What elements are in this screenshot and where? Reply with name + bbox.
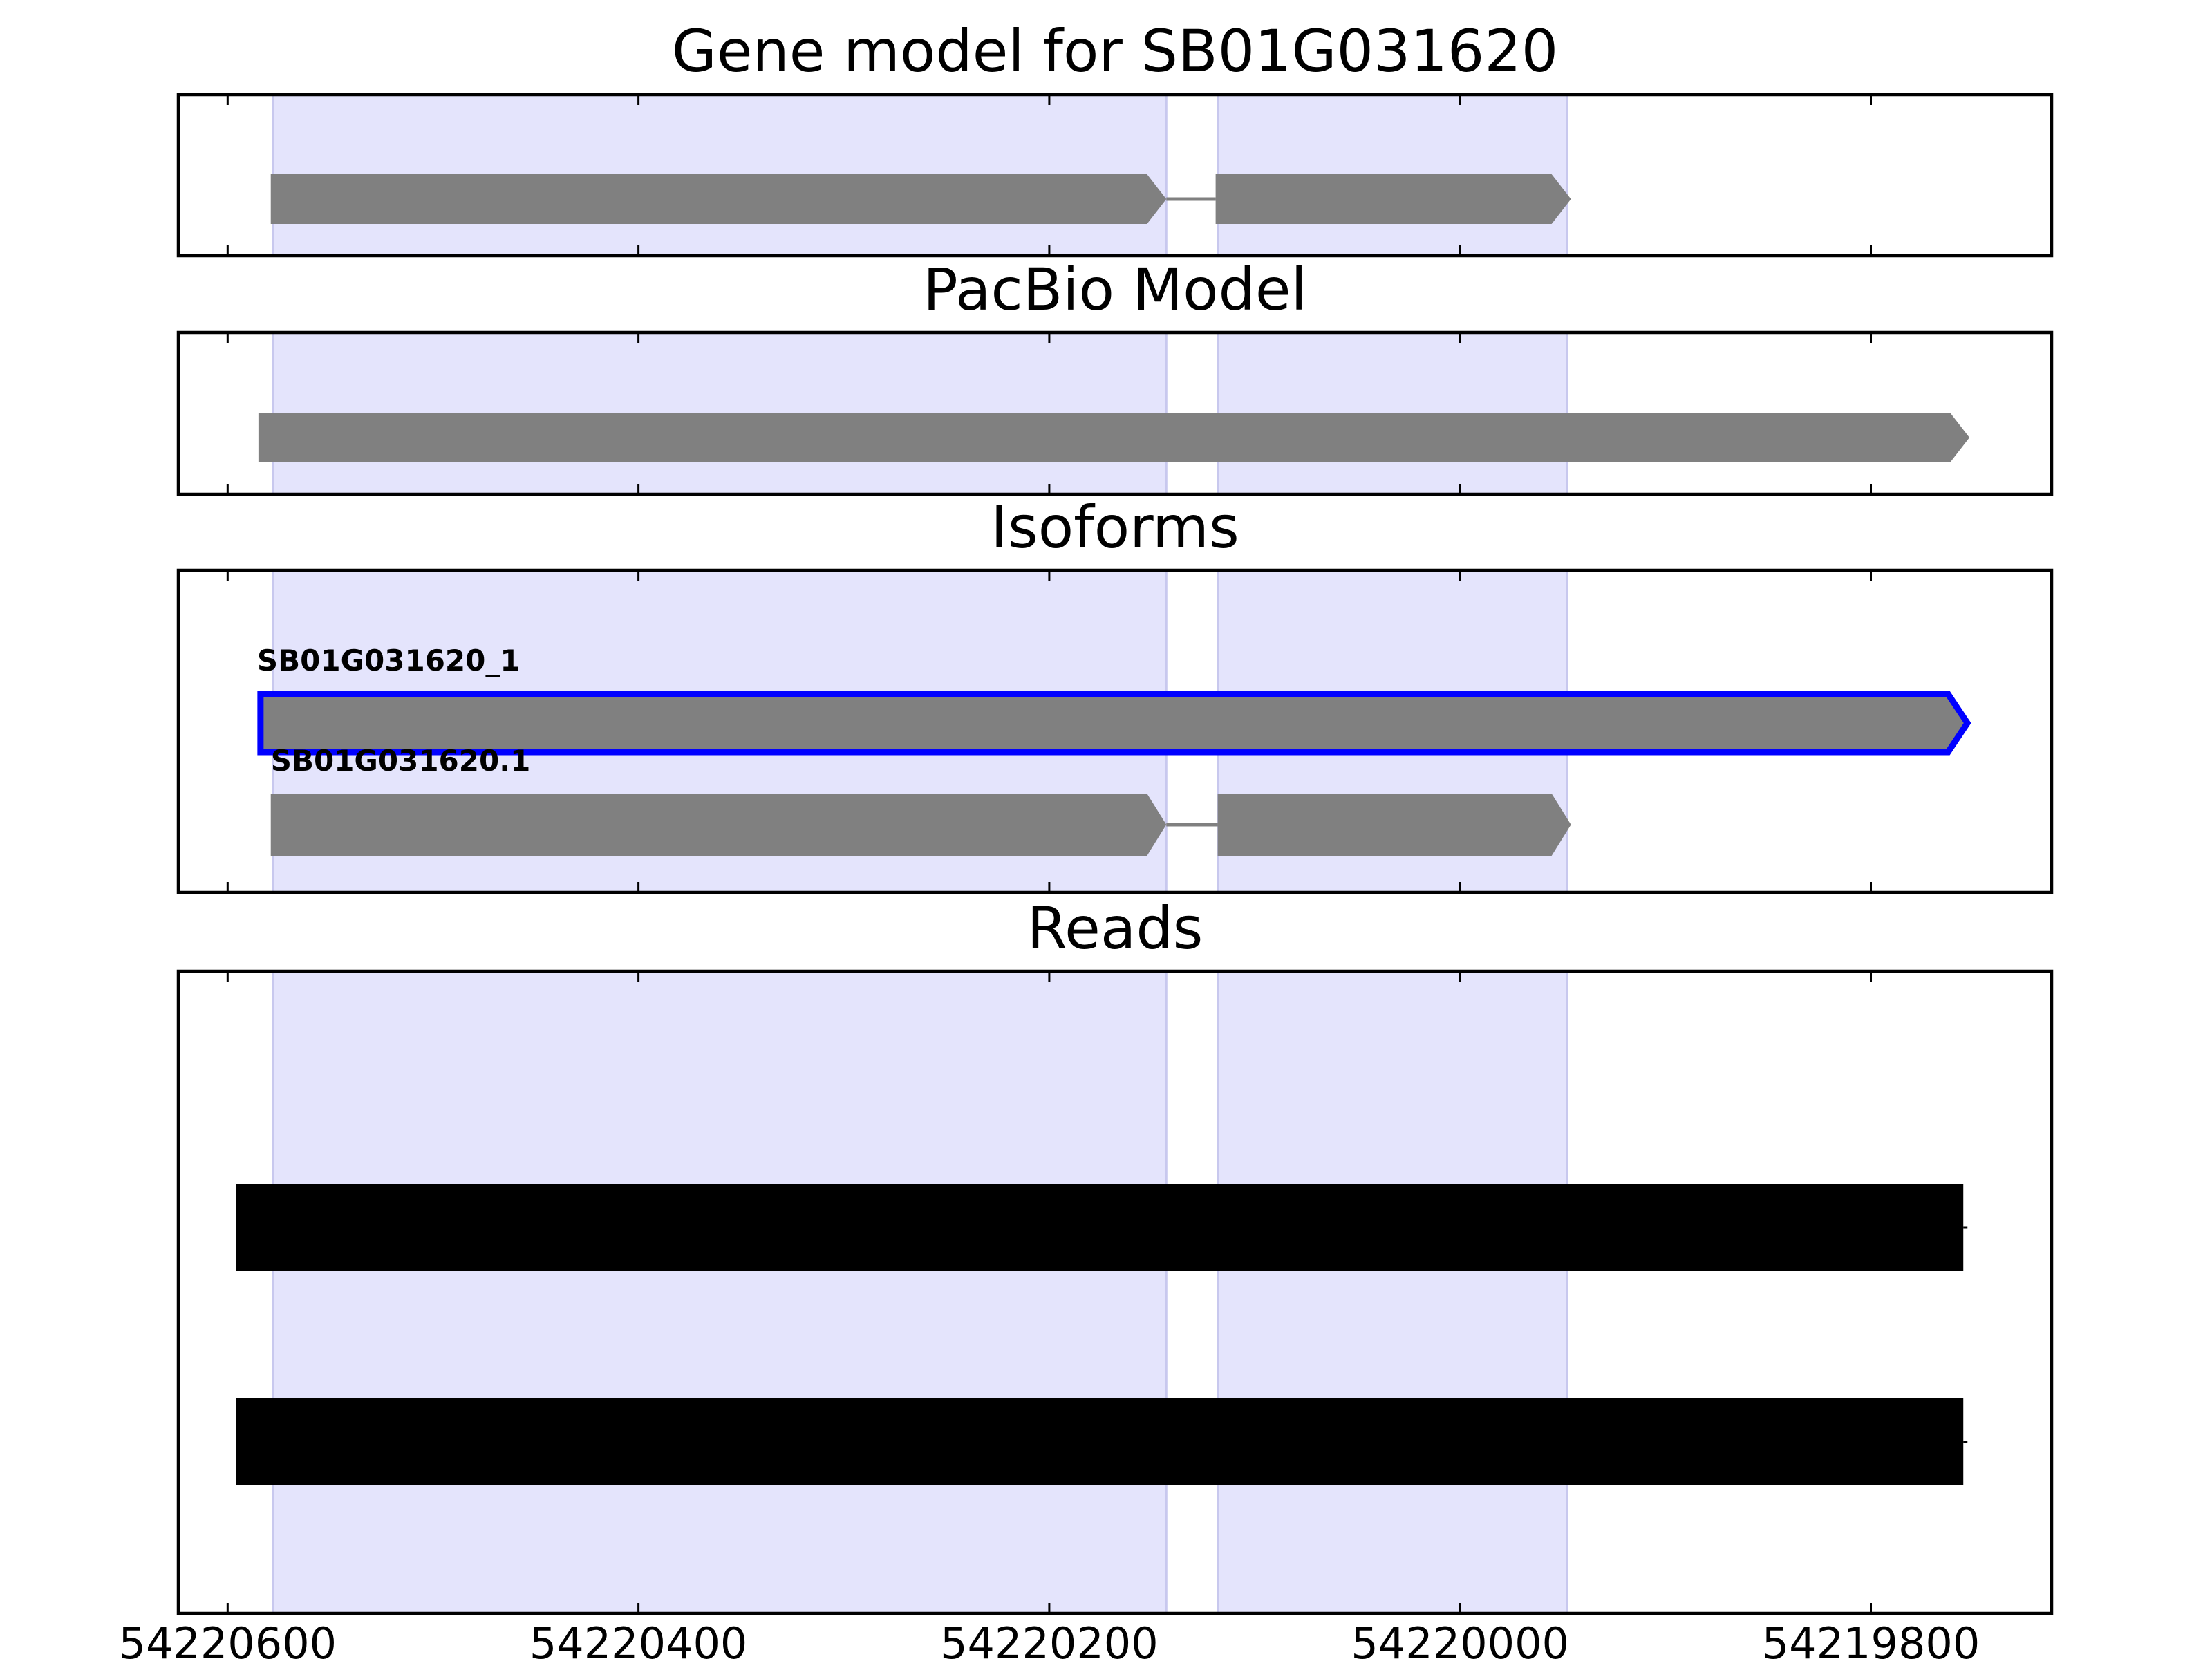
exon-block [1215,174,1571,224]
panel-frame [176,330,2054,496]
exon-block [1217,794,1571,856]
read-bar [236,1184,1964,1271]
isoform-highlight-outline [257,691,1971,756]
shaded-region [272,970,1168,1615]
x-tick-label: 54220200 [940,1618,1159,1659]
exon-block [270,174,1167,224]
x-tick-label: 54219800 [1762,1618,1980,1659]
isoform-label: SB01G031620.1 [271,744,531,778]
features [236,174,1971,1485]
x-tick-label: 54220400 [529,1618,748,1659]
panel-title: Gene model for SB01G031620 [672,17,1558,85]
shaded-region [1217,970,1568,1615]
text-labels: Gene model for SB01G031620 PacBio Model SB… [119,17,1980,1659]
exon-block [270,794,1167,856]
x-tick-label: 54220600 [119,1618,337,1659]
x-tick-label: 54220000 [1351,1618,1569,1659]
isoform-label: SB01G031620_1 [257,644,521,677]
panel-title: Reads [1027,894,1203,962]
panel-frame [176,969,2054,1615]
panel-frame [176,568,2054,894]
panel-frame [176,93,2054,258]
panel-frames [176,93,2054,1615]
exon-block [258,413,1970,462]
panel-title: Isoforms [991,494,1239,561]
read-bar [236,1398,1964,1485]
exon-block [260,694,1968,752]
panel-title: PacBio Model [923,256,1307,324]
